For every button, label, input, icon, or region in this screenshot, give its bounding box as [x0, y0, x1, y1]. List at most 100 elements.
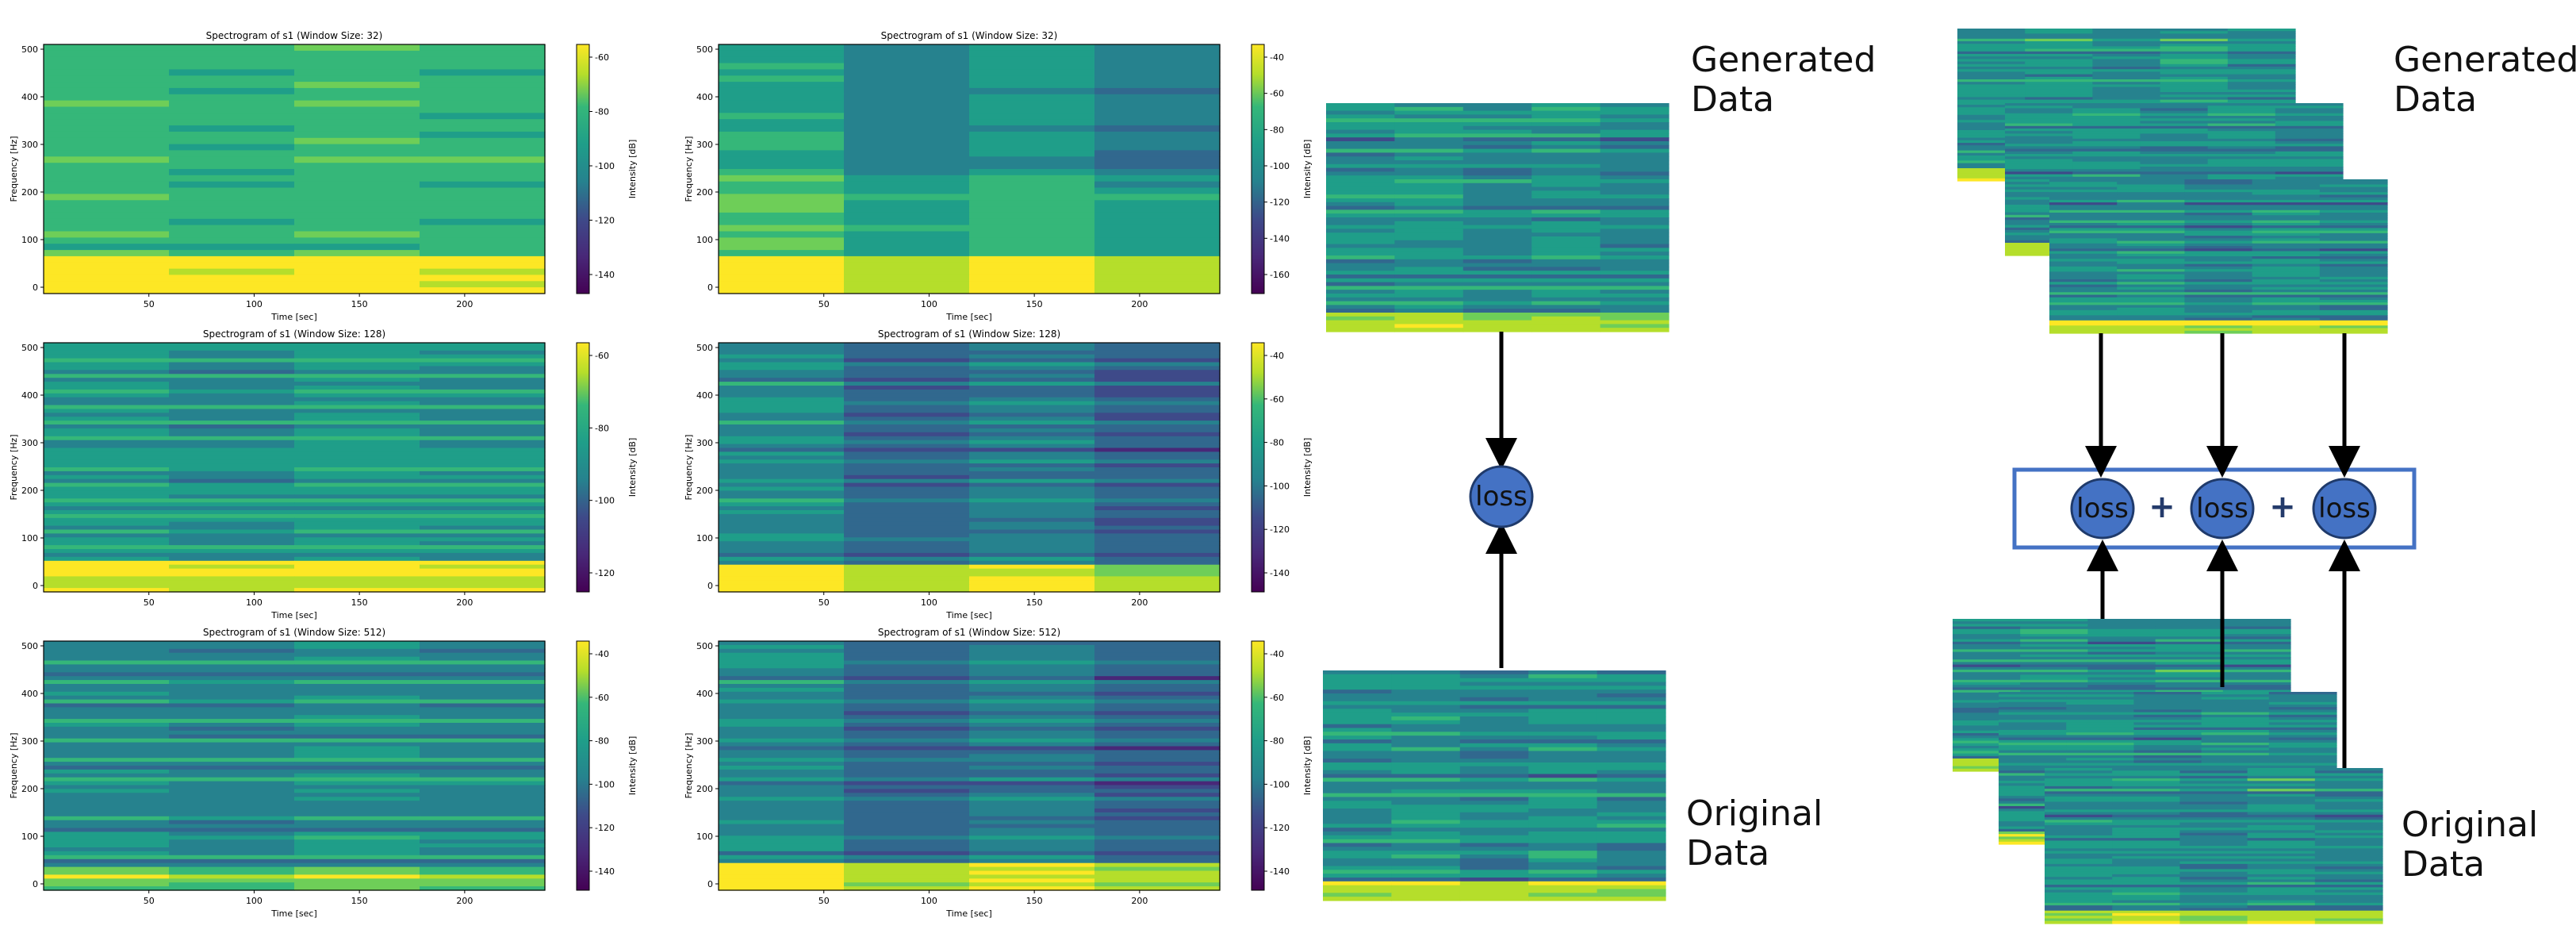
x-tick-label: 100	[921, 597, 937, 608]
plot-frame	[43, 640, 546, 891]
y-axis-label: Frequency [Hz]	[684, 733, 694, 799]
colorbar-tick-label: -120	[1270, 524, 1290, 535]
colorbar-tick-label: -100	[595, 161, 615, 171]
colorbar-tick-label: -120	[1270, 198, 1290, 208]
y-tick-label: 100	[21, 533, 38, 543]
generated-spectrogram-image	[1326, 103, 1669, 332]
x-tick-label: 150	[351, 896, 368, 906]
colorbar-tick-label: -40	[1270, 52, 1284, 63]
colorbar-tick-label: -100	[1270, 481, 1290, 491]
x-tick-label: 50	[818, 597, 830, 608]
spectrogram-panel-4: Spectrogram of s1 (Window Size: 128) 0 100…	[684, 328, 1313, 620]
y-tick-label: 200	[21, 784, 38, 794]
colorbar	[576, 44, 590, 294]
plot-title: Spectrogram of s1 (Window Size: 512)	[878, 627, 1060, 638]
plus-sign-2: +	[2269, 489, 2296, 525]
spectrogram-panel-5: Spectrogram of s1 (Window Size: 512) 0 100…	[9, 627, 638, 919]
y-tick-label: 100	[696, 533, 713, 543]
spectrogram-heatmap	[44, 641, 546, 891]
spectrogram-heatmap	[719, 44, 1221, 294]
x-tick-label: 150	[351, 597, 368, 608]
generated-spectrogram-stack	[1957, 29, 2388, 334]
x-tick-label: 150	[1026, 896, 1043, 906]
spectrogram-heatmap	[719, 641, 1221, 891]
colorbar-label: Intensity [dB]	[1302, 736, 1313, 796]
colorbar-tick-label: -140	[1270, 866, 1290, 877]
y-tick-label: 100	[696, 832, 713, 842]
x-tick-label: 100	[921, 896, 937, 906]
y-tick-label: 300	[696, 140, 713, 150]
y-tick-label: 200	[696, 486, 713, 496]
multi-loss-diagram: Generated Data Original Data loss loss l…	[1953, 29, 2576, 924]
x-tick-label: 150	[351, 299, 368, 309]
spectrogram-panel-6: Spectrogram of s1 (Window Size: 512) 0 100…	[684, 627, 1313, 919]
x-tick-label: 200	[1131, 896, 1148, 906]
generated-label-line2: Data	[1691, 79, 1774, 120]
plus-sign-1: +	[2149, 489, 2175, 525]
colorbar-label: Intensity [dB]	[627, 736, 638, 796]
colorbar-tick-label: -80	[595, 107, 609, 117]
y-tick-label: 0	[33, 581, 38, 591]
y-axis-label: Frequency [Hz]	[684, 136, 694, 202]
x-tick-label: 200	[456, 299, 473, 309]
colorbar-tick-label: -80	[1270, 438, 1284, 448]
colorbar-label: Intensity [dB]	[627, 140, 638, 199]
loss-node-2-label: loss	[2196, 493, 2248, 524]
x-axis-label: Time [sec]	[270, 610, 317, 620]
loss-node-2	[2190, 478, 2255, 540]
x-tick-label: 50	[144, 597, 155, 608]
multi-original-label-line1: Original	[2402, 805, 2538, 845]
colorbar-tick-label: -120	[595, 216, 615, 226]
y-tick-label: 200	[21, 187, 38, 198]
colorbar-tick-label: -60	[595, 693, 609, 703]
x-tick-label: 200	[1131, 597, 1148, 608]
colorbar-tick-label: -80	[1270, 125, 1284, 135]
x-tick-label: 150	[1026, 597, 1043, 608]
y-tick-label: 400	[696, 390, 713, 401]
x-axis-label: Time [sec]	[945, 908, 992, 919]
original-label-line1: Original	[1686, 793, 1823, 834]
y-tick-label: 100	[696, 235, 713, 245]
spectrogram-panel-3: Spectrogram of s1 (Window Size: 128) 0 100…	[9, 328, 638, 620]
x-tick-label: 150	[1026, 299, 1043, 309]
x-tick-label: 200	[456, 597, 473, 608]
colorbar-tick-label: -140	[1270, 568, 1290, 578]
y-tick-label: 100	[21, 235, 38, 245]
spectrogram-grid: Spectrogram of s1 (Window Size: 32) 0 100 2…	[9, 30, 1313, 919]
single-loss-diagram: Generated Data Original Data loss	[1323, 40, 1876, 901]
colorbar-tick-label: -80	[595, 423, 609, 433]
y-tick-label: 0	[707, 282, 713, 293]
colorbar-tick-label: -80	[595, 736, 609, 747]
original-spectrogram-stack	[1953, 619, 2383, 924]
multi-generated-label-line1: Generated	[2394, 40, 2576, 80]
plot-title: Spectrogram of s1 (Window Size: 32)	[206, 30, 383, 41]
plot-frame	[718, 640, 1221, 891]
y-tick-label: 300	[696, 438, 713, 448]
loss-node-3	[2312, 478, 2377, 540]
y-tick-label: 100	[21, 832, 38, 842]
colorbar-tick-label: -40	[1270, 351, 1284, 361]
loss-node-1	[2070, 478, 2135, 540]
y-tick-label: 0	[707, 581, 713, 591]
original-image-front	[2045, 768, 2383, 924]
y-tick-label: 300	[696, 736, 713, 747]
plot-frame	[43, 342, 546, 593]
colorbar-tick-label: -140	[595, 866, 615, 877]
y-tick-label: 500	[21, 44, 38, 55]
y-tick-label: 0	[33, 879, 38, 889]
x-tick-label: 100	[246, 597, 263, 608]
colorbar	[576, 640, 590, 891]
y-tick-label: 200	[21, 486, 38, 496]
plot-frame	[43, 44, 546, 294]
colorbar-tick-label: -40	[1270, 649, 1284, 659]
colorbar-tick-label: -60	[595, 52, 609, 63]
generated-image	[1326, 103, 1669, 332]
y-tick-label: 500	[21, 641, 38, 651]
multi-generated-label-line2: Data	[2394, 79, 2477, 120]
x-tick-label: 200	[456, 896, 473, 906]
y-tick-label: 400	[696, 689, 713, 699]
colorbar-tick-label: -60	[595, 351, 609, 361]
y-tick-label: 0	[33, 282, 38, 293]
x-tick-label: 50	[818, 896, 830, 906]
x-tick-label: 50	[144, 896, 155, 906]
